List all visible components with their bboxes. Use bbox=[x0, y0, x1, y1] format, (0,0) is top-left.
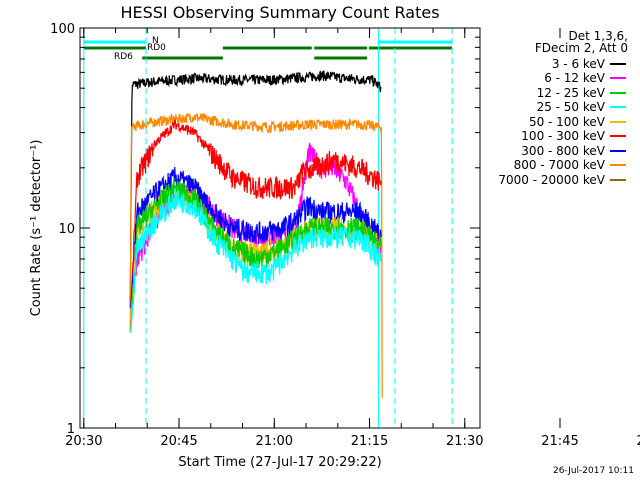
legend-label: 25 - 50 keV bbox=[536, 100, 605, 114]
x-tick-label-1: 20:45 bbox=[160, 434, 197, 449]
legend-label: 3 - 6 keV bbox=[551, 56, 605, 71]
series-line-4 bbox=[130, 166, 382, 308]
timestamp: 26-Jul-2017 10:11 bbox=[552, 466, 634, 476]
legend-swatch bbox=[610, 164, 626, 166]
x-tick-label-5: 21:45 bbox=[541, 434, 578, 449]
x-tick-label-0: 20:30 bbox=[65, 434, 102, 449]
legend-swatch bbox=[610, 91, 626, 94]
legend-label: 7000 - 20000 keV bbox=[498, 172, 605, 187]
legend-swatch bbox=[610, 120, 626, 123]
legend-label: 50 - 100 keV bbox=[528, 114, 605, 129]
x-tick-label-4: 21:30 bbox=[446, 434, 483, 449]
series-line-3 bbox=[130, 119, 382, 308]
x-axis-label: Start Time (27-Jul-17 20:29:22) bbox=[178, 455, 381, 470]
detector-line-2: FDecim 2, Att 0 bbox=[534, 41, 628, 55]
y-tick-label-2: 100 bbox=[50, 22, 75, 37]
legend-swatch bbox=[610, 106, 626, 108]
axis-ticks: 20:30 20:45 21:00 21:15 21:30 21:45 22:00 1 10 10… bbox=[50, 22, 640, 449]
legend-item-7: 800 - 7000 keV bbox=[514, 158, 626, 173]
legend-swatch bbox=[610, 135, 626, 137]
detector-line-1: Det 1,3,6, bbox=[568, 29, 629, 43]
legend-label: 6 - 12 keV bbox=[544, 71, 605, 85]
legend-swatch bbox=[610, 149, 626, 152]
flag-label-rd0: RD0 bbox=[147, 43, 166, 53]
series-line-7 bbox=[130, 188, 382, 333]
legend-label: 12 - 25 keV bbox=[536, 85, 605, 100]
series-lines bbox=[129, 70, 383, 398]
legend-item-5: 100 - 300 keV bbox=[521, 129, 626, 144]
legend-item-1: 6 - 12 keV bbox=[544, 71, 626, 86]
x-tick-label-2: 21:00 bbox=[256, 434, 293, 449]
legend-item-6: 300 - 800 keV bbox=[521, 143, 626, 158]
legend-label: 300 - 800 keV bbox=[521, 143, 605, 158]
legend-swatch bbox=[610, 178, 626, 181]
legend-label: 100 - 300 keV bbox=[521, 129, 605, 143]
legend-item-8: 7000 - 20000 keV bbox=[498, 172, 626, 187]
legend-item-2: 12 - 25 keV bbox=[537, 85, 626, 100]
y-tick-label-0: 1 bbox=[67, 422, 75, 437]
series-line-0 bbox=[129, 70, 382, 308]
legend-item-4: 50 - 100 keV bbox=[529, 114, 626, 129]
flag-label-n: N bbox=[152, 36, 159, 46]
x-tick-label-6: 22:00 bbox=[637, 434, 640, 449]
legend-swatch bbox=[610, 62, 626, 65]
x-tick-label-3: 21:15 bbox=[351, 434, 388, 449]
y-tick-label-1: 10 bbox=[58, 222, 75, 237]
chart-title: HESSI Observing Summary Count Rates bbox=[120, 3, 439, 22]
legend-item-3: 25 - 50 keV bbox=[537, 100, 626, 115]
legend-swatch bbox=[610, 77, 626, 79]
flag-label-rd6: RD6 bbox=[114, 52, 133, 62]
legend-label: 800 - 7000 keV bbox=[513, 158, 605, 172]
y-axis-label: Count Rate (s⁻¹ detector⁻¹) bbox=[29, 140, 44, 317]
legend-item-0: 3 - 6 keV bbox=[552, 56, 626, 71]
series-line-1 bbox=[129, 112, 383, 398]
